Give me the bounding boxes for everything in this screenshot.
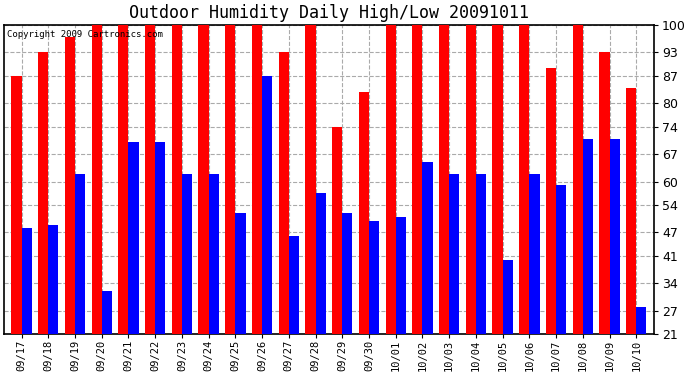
Bar xyxy=(252,25,262,334)
Bar xyxy=(546,68,556,334)
Bar xyxy=(493,25,502,334)
Text: Copyright 2009 Cartronics.com: Copyright 2009 Cartronics.com xyxy=(8,30,164,39)
Bar xyxy=(476,174,486,334)
Bar xyxy=(145,25,155,334)
Bar xyxy=(413,25,422,334)
Bar xyxy=(289,236,299,334)
Bar xyxy=(369,220,379,334)
Bar xyxy=(172,25,182,334)
Bar xyxy=(118,25,128,334)
Bar xyxy=(199,25,208,334)
Bar xyxy=(235,213,246,334)
Bar xyxy=(11,76,21,334)
Bar xyxy=(359,92,369,334)
Bar xyxy=(208,174,219,334)
Bar xyxy=(225,25,235,334)
Bar xyxy=(395,217,406,334)
Bar xyxy=(155,142,166,334)
Bar xyxy=(182,174,192,334)
Bar xyxy=(306,25,315,334)
Title: Outdoor Humidity Daily High/Low 20091011: Outdoor Humidity Daily High/Low 20091011 xyxy=(129,4,529,22)
Bar xyxy=(556,185,566,334)
Bar xyxy=(626,88,636,334)
Bar xyxy=(65,37,75,334)
Bar xyxy=(75,174,85,334)
Bar xyxy=(315,193,326,334)
Bar xyxy=(332,127,342,334)
Bar xyxy=(609,138,620,334)
Bar xyxy=(636,307,647,334)
Bar xyxy=(573,25,583,334)
Bar xyxy=(128,142,139,334)
Bar xyxy=(502,260,513,334)
Bar xyxy=(21,228,32,334)
Bar xyxy=(449,174,460,334)
Bar xyxy=(519,25,529,334)
Bar xyxy=(101,291,112,334)
Bar xyxy=(262,76,273,334)
Bar xyxy=(342,213,353,334)
Bar xyxy=(600,53,609,334)
Bar xyxy=(92,25,101,334)
Bar xyxy=(529,174,540,334)
Bar xyxy=(38,53,48,334)
Bar xyxy=(422,162,433,334)
Bar xyxy=(583,138,593,334)
Bar xyxy=(279,53,289,334)
Bar xyxy=(48,225,59,334)
Bar xyxy=(439,25,449,334)
Bar xyxy=(386,25,395,334)
Bar xyxy=(466,25,476,334)
